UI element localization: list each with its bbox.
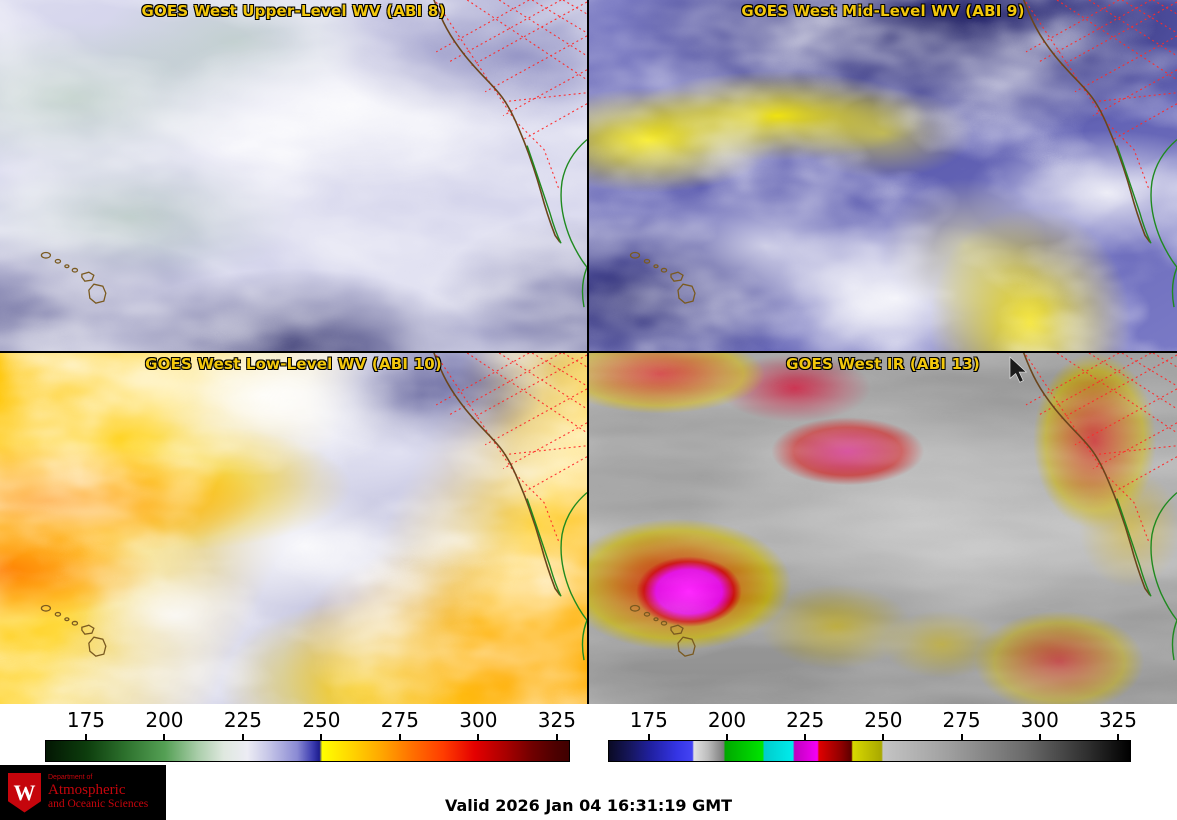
colorbar-wv: 175 200 225 250 275 300 325 — [0, 708, 587, 762]
quad-panel-grid: GOES West Upper-Level WV (ABI 8) GOES We… — [0, 0, 1177, 704]
colorbar-tick-mark — [647, 734, 650, 740]
colorbar-gradient — [608, 740, 1131, 762]
colorbar-tick-label: 225 — [786, 708, 825, 732]
colorbar-row: 175 200 225 250 275 300 325 175 200 225 250 275 300… — [0, 708, 1177, 762]
logo-line1: Atmospheric — [48, 781, 126, 798]
panel-title: GOES West IR (ABI 13) — [786, 355, 980, 373]
colorbar-tick-label: 175 — [629, 708, 668, 732]
colorbar-tick-label: 225 — [223, 708, 263, 732]
mouse-cursor-icon — [1009, 356, 1028, 383]
colorbar-tick-label: 325 — [537, 708, 576, 732]
colorbar-tick-mark — [725, 734, 728, 740]
logo-line2: and Oceanic Sciences — [48, 798, 149, 811]
panel-ir-abi13[interactable]: GOES West IR (ABI 13) — [589, 353, 1177, 704]
colorbar-tick-label: 275 — [380, 708, 419, 732]
colorbar-tick-label: 250 — [302, 708, 341, 732]
colorbar-tick-label: 175 — [66, 708, 106, 732]
panel-title: GOES West Upper-Level WV (ABI 8) — [141, 2, 446, 20]
colorbar-tick-mark — [1038, 734, 1041, 740]
colorbar-tick-label: 250 — [864, 708, 903, 732]
colorbar-tick-mark — [163, 734, 166, 740]
colorbar-tick-mark — [84, 734, 87, 740]
colorbar-tick-mark — [555, 734, 558, 740]
cloud-texture — [589, 353, 1177, 704]
cloud-texture — [0, 0, 587, 351]
colorbar-tick-mark — [398, 734, 401, 740]
colorbar-wv-wrap: 175 200 225 250 275 300 325 — [45, 708, 576, 762]
colorbar-tick-mark — [804, 734, 807, 740]
valid-timestamp: Valid 2026 Jan 04 16:31:19 GMT — [444, 796, 733, 815]
colorbar-tick-mark — [320, 734, 323, 740]
uw-aos-logo: W Department of Atmospheric and Oceanic … — [0, 765, 166, 820]
panel-low-level-wv-abi10[interactable]: GOES West Low-Level WV (ABI 10) — [0, 353, 587, 704]
logo-text: Department of Atmospheric and Oceanic Sc… — [48, 774, 148, 810]
cloud-texture — [589, 0, 1177, 351]
colorbar-tick-label: 300 — [459, 708, 498, 732]
logo-dept-line: Department of — [48, 774, 93, 782]
panel-overlay-abi8 — [0, 0, 587, 351]
colorbar-tick-mark — [1116, 734, 1119, 740]
colorbar-ir-wrap: 175 200 225 250 275 300 325 — [608, 708, 1137, 762]
colorbar-tick-label: 275 — [942, 708, 981, 732]
colorbar-ticks: 175 200 225 250 275 300 325 — [45, 708, 576, 740]
colorbar-ticks: 175 200 225 250 275 300 325 — [608, 708, 1137, 740]
panel-overlay-abi10 — [0, 353, 587, 704]
colorbar-tick-mark — [882, 734, 885, 740]
colorbar-tick-label: 200 — [707, 708, 747, 732]
colorbar-tick-mark — [960, 734, 963, 740]
colorbar-tick-label: 300 — [1020, 708, 1059, 732]
colorbar-tick-label: 200 — [145, 708, 184, 732]
panel-title: GOES West Mid-Level WV (ABI 9) — [741, 2, 1025, 20]
footer: 175 200 225 250 275 300 325 175 200 225 250 275 300… — [0, 704, 1177, 820]
panel-overlay-abi9 — [589, 0, 1177, 351]
cloud-texture — [0, 353, 587, 704]
colorbar-ir: 175 200 225 250 275 300 325 — [589, 708, 1177, 762]
panel-title: GOES West Low-Level WV (ABI 10) — [145, 355, 442, 373]
colorbar-tick-mark — [477, 734, 480, 740]
panel-mid-level-wv-abi9[interactable]: GOES West Mid-Level WV (ABI 9) — [589, 0, 1177, 351]
colorbar-gradient — [45, 740, 570, 762]
panel-upper-level-wv-abi8[interactable]: GOES West Upper-Level WV (ABI 8) — [0, 0, 587, 351]
panel-overlay-abi13 — [589, 353, 1177, 704]
colorbar-tick-label: 325 — [1098, 708, 1138, 732]
colorbar-tick-mark — [241, 734, 244, 740]
